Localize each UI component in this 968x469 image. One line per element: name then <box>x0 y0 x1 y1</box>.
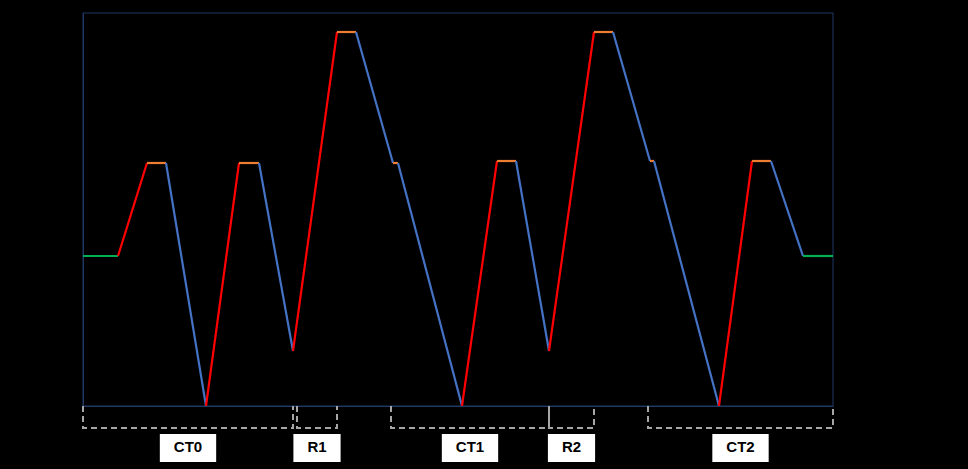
segment <box>613 32 650 161</box>
segment <box>398 163 462 406</box>
segment <box>516 161 549 351</box>
segment <box>259 163 293 351</box>
bracket-label: R2 <box>562 438 581 455</box>
bracket <box>391 406 549 428</box>
chart-container: CT0 R1 CT1 R2 CT2 <box>0 0 968 469</box>
chart-svg: CT0 R1 CT1 R2 CT2 <box>0 0 968 469</box>
lines <box>83 32 833 406</box>
annotations: CT0 R1 CT1 R2 CT2 <box>83 406 833 462</box>
segment <box>771 161 803 256</box>
bracket <box>83 406 293 428</box>
segment <box>147 162 166 164</box>
label-box <box>293 434 340 462</box>
label-box <box>160 434 216 462</box>
segment <box>206 163 239 406</box>
segment <box>654 161 719 406</box>
bracket-label: CT1 <box>456 438 484 455</box>
segment <box>337 31 356 33</box>
segment <box>752 160 771 162</box>
segment <box>497 160 516 162</box>
label-box <box>712 434 768 462</box>
segment <box>803 255 833 257</box>
axis-line <box>83 14 84 407</box>
segment <box>719 161 752 406</box>
segment <box>293 32 337 351</box>
y-axis <box>83 14 84 407</box>
segment <box>549 32 594 351</box>
bracket <box>549 406 594 428</box>
segment <box>462 161 497 406</box>
label-box <box>548 434 595 462</box>
plot-frame <box>83 13 833 406</box>
segment <box>118 163 147 256</box>
bracket-label: CT0 <box>174 438 202 455</box>
axis-line <box>84 406 834 407</box>
bracket-label: CT2 <box>726 438 754 455</box>
plot <box>83 13 834 407</box>
segment <box>356 32 393 163</box>
bracket <box>648 406 833 428</box>
bracket <box>297 406 337 428</box>
label-box <box>442 434 498 462</box>
segment <box>594 31 613 33</box>
bracket-label: R1 <box>307 438 326 455</box>
segment <box>166 163 206 406</box>
background <box>0 0 968 469</box>
x-axis <box>84 406 834 407</box>
segment <box>239 162 259 164</box>
segment <box>83 255 118 257</box>
